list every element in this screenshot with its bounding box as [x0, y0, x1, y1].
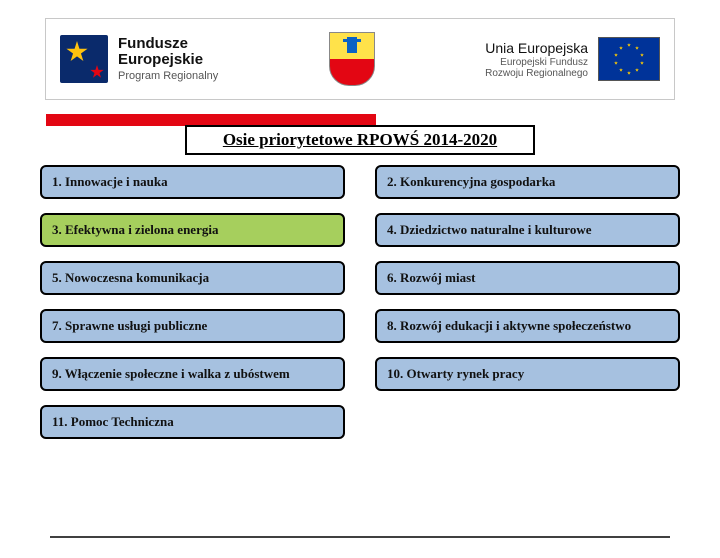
- fe-subtitle: Program Regionalny: [118, 70, 218, 82]
- axis-cell-4: 4. Dziedzictwo naturalne i kulturowe: [375, 213, 680, 247]
- axis-label: 5. Nowoczesna komunikacja: [52, 270, 209, 286]
- axis-label: 8. Rozwój edukacji i aktywne społeczeńst…: [387, 318, 631, 334]
- axis-cell-11: 11. Pomoc Techniczna: [40, 405, 345, 439]
- axis-label: 1. Innowacje i nauka: [52, 174, 168, 190]
- axis-cell-2: 2. Konkurencyjna gospodarka: [375, 165, 680, 199]
- axis-label: 9. Włączenie społeczne i walka z ubóstwe…: [52, 366, 290, 382]
- eu-flag-icon: [598, 37, 660, 81]
- footer-divider: [50, 536, 670, 538]
- axis-cell-6: 6. Rozwój miast: [375, 261, 680, 295]
- axis-cell-5: 5. Nowoczesna komunikacja: [40, 261, 345, 295]
- axis-label: 6. Rozwój miast: [387, 270, 475, 286]
- priority-axes-grid: 1. Innowacje i nauka 2. Konkurencyjna gos…: [40, 165, 680, 439]
- fe-star-icon: [60, 35, 108, 83]
- axis-cell-3: 3. Efektywna i zielona energia: [40, 213, 345, 247]
- ue-sub-line1: Europejski Fundusz: [500, 57, 588, 68]
- axis-cell-8: 8. Rozwój edukacji i aktywne społeczeńst…: [375, 309, 680, 343]
- axis-cell-9: 9. Włączenie społeczne i walka z ubóstwe…: [40, 357, 345, 391]
- ue-title: Unia Europejska: [485, 40, 588, 56]
- fe-title-line1: Fundusze: [118, 35, 188, 52]
- fe-title-line2: Europejskie: [118, 51, 203, 68]
- swietokrzyskie-crest-icon: [329, 32, 375, 86]
- unia-europejska-logo: Unia Europejska Europejski FunduszRozwoj…: [485, 37, 660, 81]
- header-logo-strip: FunduszeEuropejskie Program Regionalny U…: [45, 18, 675, 100]
- axis-label: 11. Pomoc Techniczna: [52, 414, 174, 430]
- axis-label: 4. Dziedzictwo naturalne i kulturowe: [387, 222, 592, 238]
- page-title-box: Osie priorytetowe RPOWŚ 2014-2020: [185, 125, 535, 155]
- axis-label: 2. Konkurencyjna gospodarka: [387, 174, 555, 190]
- axis-cell-10: 10. Otwarty rynek pracy: [375, 357, 680, 391]
- axis-label: 7. Sprawne usługi publiczne: [52, 318, 207, 334]
- eu-stars-ring: [615, 45, 643, 73]
- axis-cell-7: 7. Sprawne usługi publiczne: [40, 309, 345, 343]
- page-title: Osie priorytetowe RPOWŚ 2014-2020: [223, 130, 497, 149]
- fe-text: FunduszeEuropejskie Program Regionalny: [118, 36, 218, 82]
- ue-text: Unia Europejska Europejski FunduszRozwoj…: [485, 40, 588, 79]
- fundusze-europejskie-logo: FunduszeEuropejskie Program Regionalny: [60, 35, 218, 83]
- axis-cell-1: 1. Innowacje i nauka: [40, 165, 345, 199]
- ue-sub-line2: Rozwoju Regionalnego: [485, 68, 588, 79]
- axis-label: 3. Efektywna i zielona energia: [52, 222, 218, 238]
- axis-label: 10. Otwarty rynek pracy: [387, 366, 524, 382]
